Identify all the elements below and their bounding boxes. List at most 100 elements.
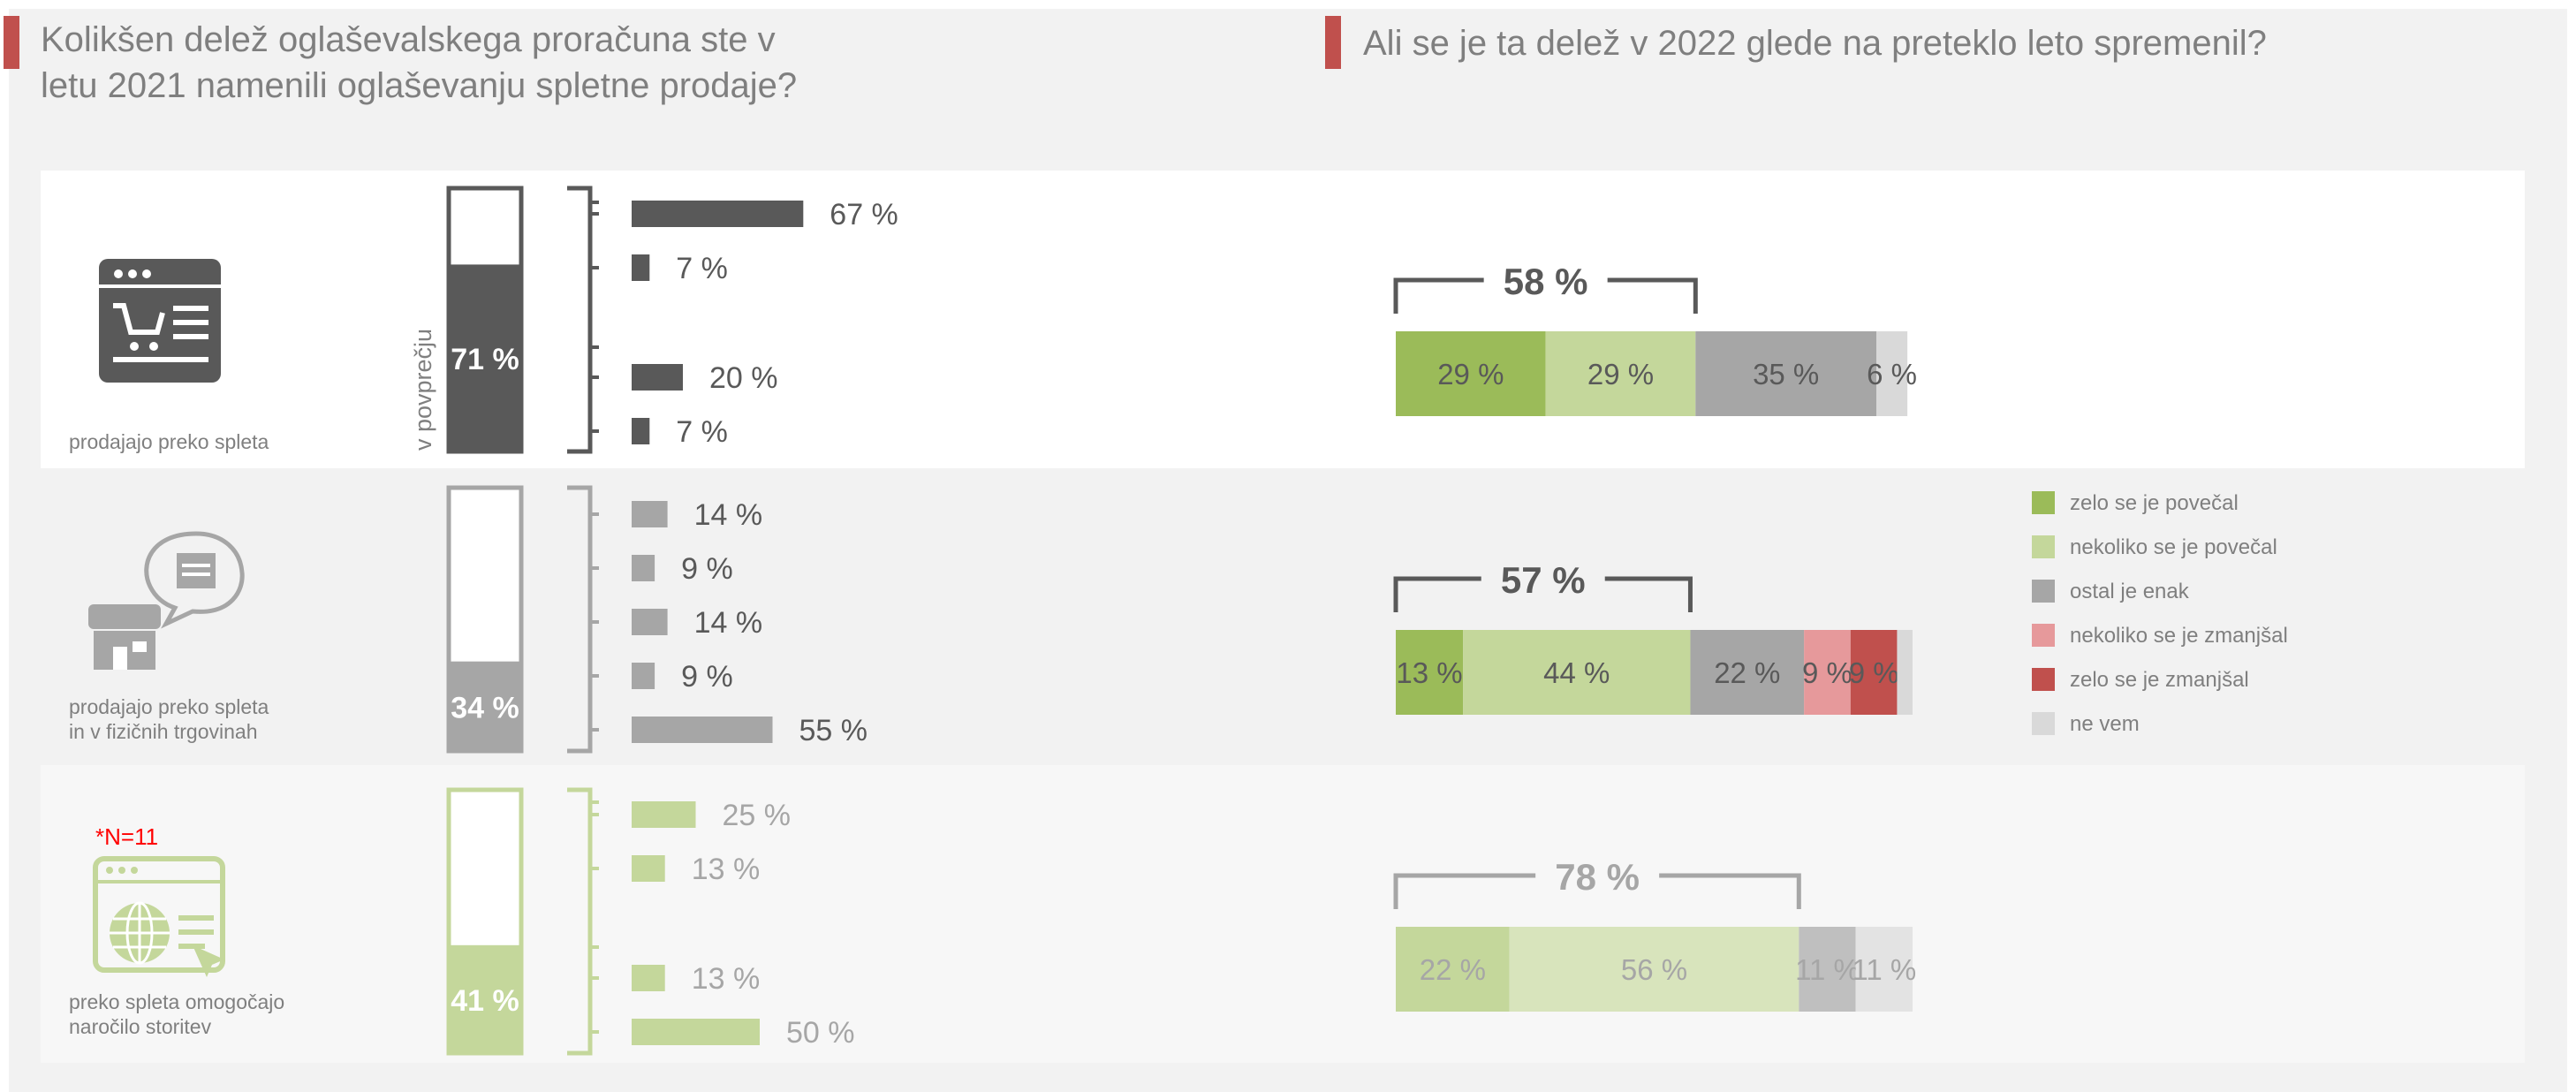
segment-label-2-4: 9 %	[1802, 656, 1852, 689]
stacked-segment-2-2	[1463, 630, 1691, 715]
breakdown-bar-1-4	[632, 418, 650, 444]
group-label-3-line-2: naročilo storitev	[69, 1015, 212, 1038]
breakdown-label-3-2: 13 %	[692, 853, 761, 886]
segment-label-1-2: 29 %	[1587, 358, 1654, 391]
breakdown-label-3-3: 13 %	[692, 962, 761, 996]
bracket-3	[567, 787, 593, 1056]
segment-label-3-2: 56 %	[1621, 953, 1687, 986]
increase-total-1: 58 %	[1504, 261, 1588, 302]
segment-label-2-5: 9 %	[1849, 656, 1899, 689]
increase-bracket-3	[1393, 873, 1801, 909]
average-fill-3	[449, 944, 521, 1053]
breakdown-bar-2-5	[632, 717, 773, 743]
legend-swatch-3	[2032, 580, 2055, 603]
average-label-3: 41 %	[451, 984, 519, 1018]
stacked-segment-1-3	[1695, 331, 1877, 416]
segment-label-1-1: 29 %	[1437, 358, 1504, 391]
average-fill-2	[449, 661, 521, 751]
legend-swatch-6	[2032, 712, 2055, 735]
stacked-segment-3-3	[1799, 927, 1856, 1012]
group-label-2-line-1: prodajajo preko spleta	[69, 695, 269, 718]
legend-swatch-1	[2032, 491, 2055, 514]
average-fill-1	[449, 264, 521, 451]
segment-label-2-3: 22 %	[1714, 656, 1780, 689]
segment-label-3-6: 11 %	[1852, 953, 1916, 986]
average-label-2: 34 %	[451, 691, 519, 724]
breakdown-label-1-1: 67 %	[830, 198, 898, 231]
stacked-segment-2-3	[1690, 630, 1805, 715]
breakdown-label-2-1: 14 %	[694, 498, 763, 532]
legend-label-6: ne vem	[2070, 712, 2140, 736]
segment-label-1-3: 35 %	[1753, 358, 1819, 391]
chart-marks: 71 % 67 % 7 % 20 % 7 % 34 % 14 % 9 % 14 % 9 % 55 %…	[446, 186, 1917, 1056]
increase-bracket-2	[1393, 576, 1693, 612]
group-label-2-line-2: in v fizičnih trgovinah	[69, 720, 258, 743]
stacked-segment-1-1	[1396, 331, 1546, 416]
breakdown-bar-2-4	[632, 663, 655, 689]
breakdown-bar-2-2	[632, 555, 655, 581]
stacked-segment-3-6	[1855, 927, 1913, 1012]
increase-total-3: 78 %	[1555, 856, 1640, 898]
breakdown-label-1-3: 20 %	[709, 361, 778, 395]
segment-label-2-2: 44 %	[1543, 656, 1610, 689]
stacked-segment-3-1	[1396, 927, 1510, 1012]
increase-total-2: 57 %	[1501, 559, 1586, 601]
breakdown-label-2-3: 14 %	[694, 606, 763, 640]
legend-label-5: zelo se je zmanjšal	[2070, 668, 2249, 692]
title-right: Ali se je ta delež v 2022 glede na prete…	[1363, 24, 2267, 63]
online-shop-icon	[99, 259, 221, 383]
title-accent-left	[4, 16, 19, 69]
legend-label-2: nekoliko se je povečal	[2070, 535, 2277, 559]
bracket-2	[567, 485, 593, 754]
breakdown-label-1-2: 7 %	[676, 252, 728, 285]
title-left-line-2: letu 2021 namenili oglaševanju spletne p…	[41, 66, 797, 105]
segment-label-3-3: 11 %	[1795, 953, 1860, 986]
stacked-segment-2-1	[1396, 630, 1464, 715]
increase-bracket-1	[1393, 277, 1698, 314]
web-services-icon	[93, 856, 225, 977]
title-accent-right	[1325, 16, 1341, 69]
segment-label-3-1: 22 %	[1420, 953, 1486, 986]
stacked-segment-2-6	[1897, 630, 1913, 715]
sample-size-note: *N=11	[95, 823, 158, 850]
legend-swatch-2	[2032, 535, 2055, 558]
breakdown-bar-1-3	[632, 364, 683, 391]
title-left-line-1: Kolikšen delež oglaševalskega proračuna …	[41, 20, 776, 59]
breakdown-label-2-2: 9 %	[681, 552, 733, 586]
breakdown-bar-2-1	[632, 501, 668, 527]
legend-swatch-4	[2032, 624, 2055, 647]
stacked-segment-2-4	[1804, 630, 1851, 715]
stacked-segment-1-6	[1876, 331, 1908, 416]
breakdown-bar-3-1	[632, 801, 696, 828]
breakdown-label-1-4: 7 %	[676, 415, 728, 449]
segment-label-2-1: 13 %	[1396, 656, 1462, 689]
legend-label-1: zelo se je povečal	[2070, 491, 2239, 515]
legend-swatch-5	[2032, 668, 2055, 691]
breakdown-bar-3-4	[632, 1019, 760, 1045]
stacked-segment-2-5	[1850, 630, 1898, 715]
stacked-segment-3-2	[1509, 927, 1799, 1012]
stacked-segment-1-2	[1545, 331, 1696, 416]
average-label-1: 71 %	[451, 343, 519, 376]
breakdown-bar-3-2	[632, 855, 665, 882]
group-label-1-line-1: prodajajo preko spleta	[69, 430, 269, 453]
breakdown-bar-1-2	[632, 254, 650, 281]
breakdown-label-3-1: 25 %	[723, 799, 792, 832]
breakdown-bar-1-1	[632, 201, 804, 227]
breakdown-label-2-4: 9 %	[681, 660, 733, 694]
breakdown-bar-2-3	[632, 609, 668, 635]
legend-label-4: nekoliko se je zmanjšal	[2070, 624, 2288, 648]
physical-store-icon	[88, 531, 245, 670]
breakdown-bar-3-3	[632, 965, 665, 991]
breakdown-label-3-4: 50 %	[786, 1016, 855, 1050]
segment-label-1-6: 6 %	[1867, 358, 1917, 391]
breakdown-label-2-5: 55 %	[799, 714, 868, 747]
average-axis-note: v povprečju	[410, 329, 436, 451]
group-label-3-line-1: preko spleta omogočajo	[69, 990, 284, 1013]
legend: zelo se je povečal nekoliko se je poveča…	[2032, 491, 2288, 736]
bracket-1	[567, 186, 593, 454]
row-panel-3	[41, 765, 2525, 1063]
legend-label-3: ostal je enak	[2070, 580, 2190, 603]
